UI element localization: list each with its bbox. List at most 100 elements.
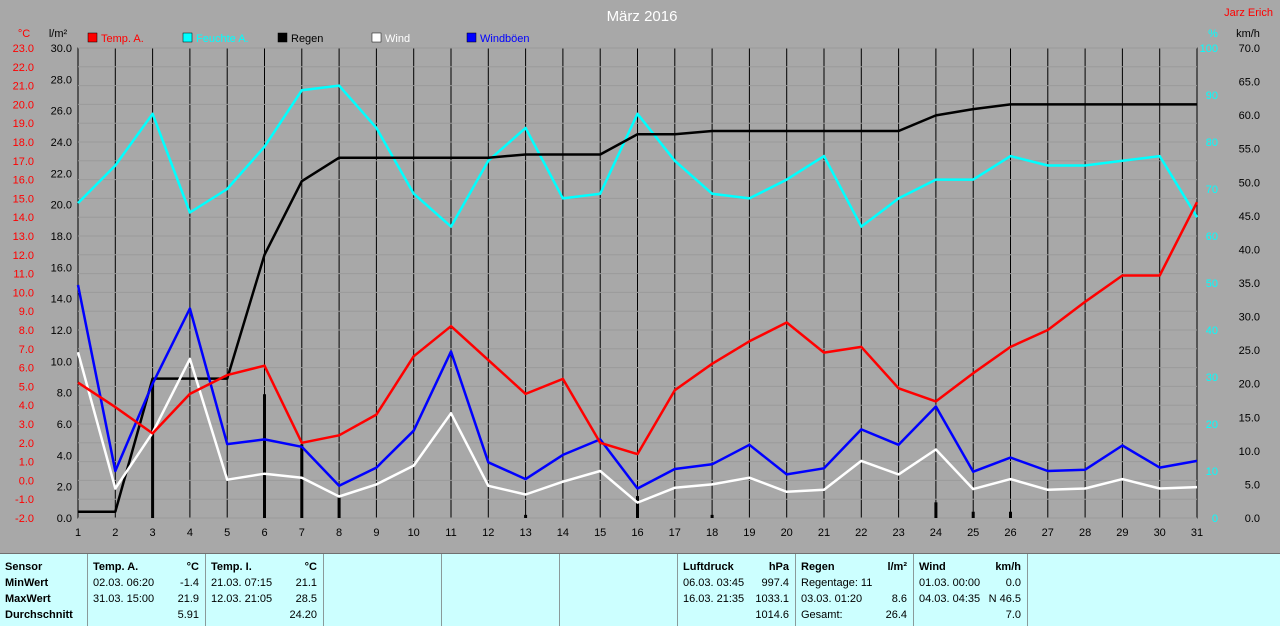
legend-swatch [466,32,477,43]
rain-bar [934,502,938,518]
x-tick-label: 27 [1042,527,1054,539]
chart-title: März 2016 [607,8,678,25]
wind-header: Wind [919,561,946,573]
series-line-regen [78,103,1197,513]
x-tick-label: 20 [781,527,793,539]
x-tick-label: 21 [818,527,830,539]
temp-tick-label: 5.0 [19,381,34,393]
wind-avg-value: 7.0 [1005,609,1021,621]
rain-days: Regentage: 11 [801,577,873,589]
legend-label: Windböen [480,33,530,45]
humidity-tick-label: 70 [1206,184,1218,196]
temp-tick-label: 8.0 [19,325,34,337]
wind-tick-label: 45.0 [1239,211,1260,223]
rain-tick-label: 10.0 [51,356,72,368]
x-tick-label: 18 [706,527,718,539]
rain-tick-label: 20.0 [51,200,72,212]
x-tick-label: 7 [299,527,305,539]
pressure-max-value: 1033.1 [755,593,789,605]
sensor-header: Sensor [5,561,43,573]
row-label-avg: Durchschnitt [5,609,73,621]
wind-max-value: N 46.5 [988,593,1021,605]
wind-axis: 70.0 65.0 60.0 55.0 50.0 45.0 40.0 35.0 30.0 25.0… [1239,43,1260,525]
temp-tick-label: 19.0 [13,118,34,130]
x-tick-label: 29 [1116,527,1128,539]
rain-tick-label: 0.0 [57,513,72,525]
wind-tick-label: 0.0 [1245,513,1260,525]
pressure-min-time: 06.03. 03:45 [683,577,745,589]
pressure-header: Luftdruck [683,561,734,573]
rain-bar [337,497,341,518]
temp-tick-label: 7.0 [19,344,34,356]
rain-total-value: 26.4 [885,609,907,621]
rain-tick-label: 6.0 [57,419,72,431]
stats-pressure-column: Luftdruck hPa 06.03. 03:45 997.4 16.03. 21… [678,554,796,626]
stats-empty-column-3 [560,554,678,626]
rain-bar [151,383,155,518]
rain-bar [300,444,304,518]
rain-tick-label: 4.0 [57,450,72,462]
stats-sensor-column: Sensor MinWert MaxWert Durchschnitt [0,554,88,626]
temp-i-min-time: 21.03. 07:15 [211,577,273,589]
temp-i-min-value: 21.1 [295,577,317,589]
temp-tick-label: 0.0 [19,475,34,487]
pressure-max-time: 16.03. 21:35 [683,593,745,605]
x-tick-label: 31 [1191,527,1203,539]
x-tick-label: 24 [930,527,942,539]
temp-a-header: Temp. A. [93,561,139,573]
temp-tick-label: 18.0 [13,137,34,149]
x-tick-label: 1 [75,527,81,539]
stats-temp-a-column: Temp. A. °C 02.03. 06:20 -1.4 31.03. 15:00… [88,554,206,626]
x-tick-label: 9 [373,527,379,539]
rain-tick-label: 18.0 [51,231,72,243]
legend-label: Feuchte A. [196,33,249,45]
legend-swatch [182,32,193,43]
wind-tick-label: 5.0 [1245,479,1260,491]
statistics-panel: Sensor MinWert MaxWert Durchschnitt Temp… [0,553,1280,626]
rain-header: Regen [801,561,835,573]
x-tick-label: 8 [336,527,342,539]
rain-axis-unit: l/m² [49,28,68,40]
wind-tick-label: 35.0 [1239,278,1260,290]
legend-label: Wind [385,33,410,45]
temp-tick-label: 1.0 [19,457,34,469]
humidity-tick-label: 30 [1206,372,1218,384]
daily-rain-bars [151,383,1012,518]
rain-bar [263,394,266,518]
wind-min-value: 0.0 [1005,577,1021,589]
x-tick-label: 14 [557,527,569,539]
x-tick-label: 3 [150,527,156,539]
humidity-axis-unit: % [1208,28,1218,40]
wind-tick-label: 15.0 [1239,412,1260,424]
wind-axis-unit: km/h [1236,28,1260,40]
wind-unit: km/h [995,561,1021,573]
temp-i-unit: °C [304,561,317,573]
x-tick-label: 5 [224,527,230,539]
humidity-tick-label: 40 [1206,325,1218,337]
rain-max-value: 8.6 [891,593,907,605]
temp-tick-label: -1.0 [15,494,34,506]
stats-empty-column-1 [324,554,442,626]
rain-tick-label: 26.0 [51,106,72,118]
temp-tick-label: 17.0 [13,156,34,168]
rain-tick-label: 22.0 [51,168,72,180]
x-tick-label: 19 [743,527,755,539]
x-tick-label: 11 [445,527,456,539]
temp-tick-label: 23.0 [13,43,34,55]
wind-tick-label: 25.0 [1239,345,1260,357]
row-label-min: MinWert [5,577,49,589]
rain-axis: 30.0 28.0 26.0 24.0 22.0 20.0 18.0 16.0 14.0 12.0… [51,43,72,525]
temp-tick-label: 22.0 [13,62,34,74]
humidity-tick-label: 100 [1200,43,1218,55]
temp-tick-label: 12.0 [13,250,34,262]
temp-tick-label: 21.0 [13,81,34,93]
wind-max-time: 04.03. 04:35 [919,593,981,605]
temp-a-max-value: 21.9 [177,593,199,605]
pressure-unit: hPa [768,561,789,573]
temp-tick-label: 2.0 [19,438,34,450]
x-tick-label: 13 [519,527,531,539]
wind-tick-label: 65.0 [1239,77,1260,89]
x-tick-label: 17 [669,527,681,539]
x-tick-label: 2 [112,527,118,539]
